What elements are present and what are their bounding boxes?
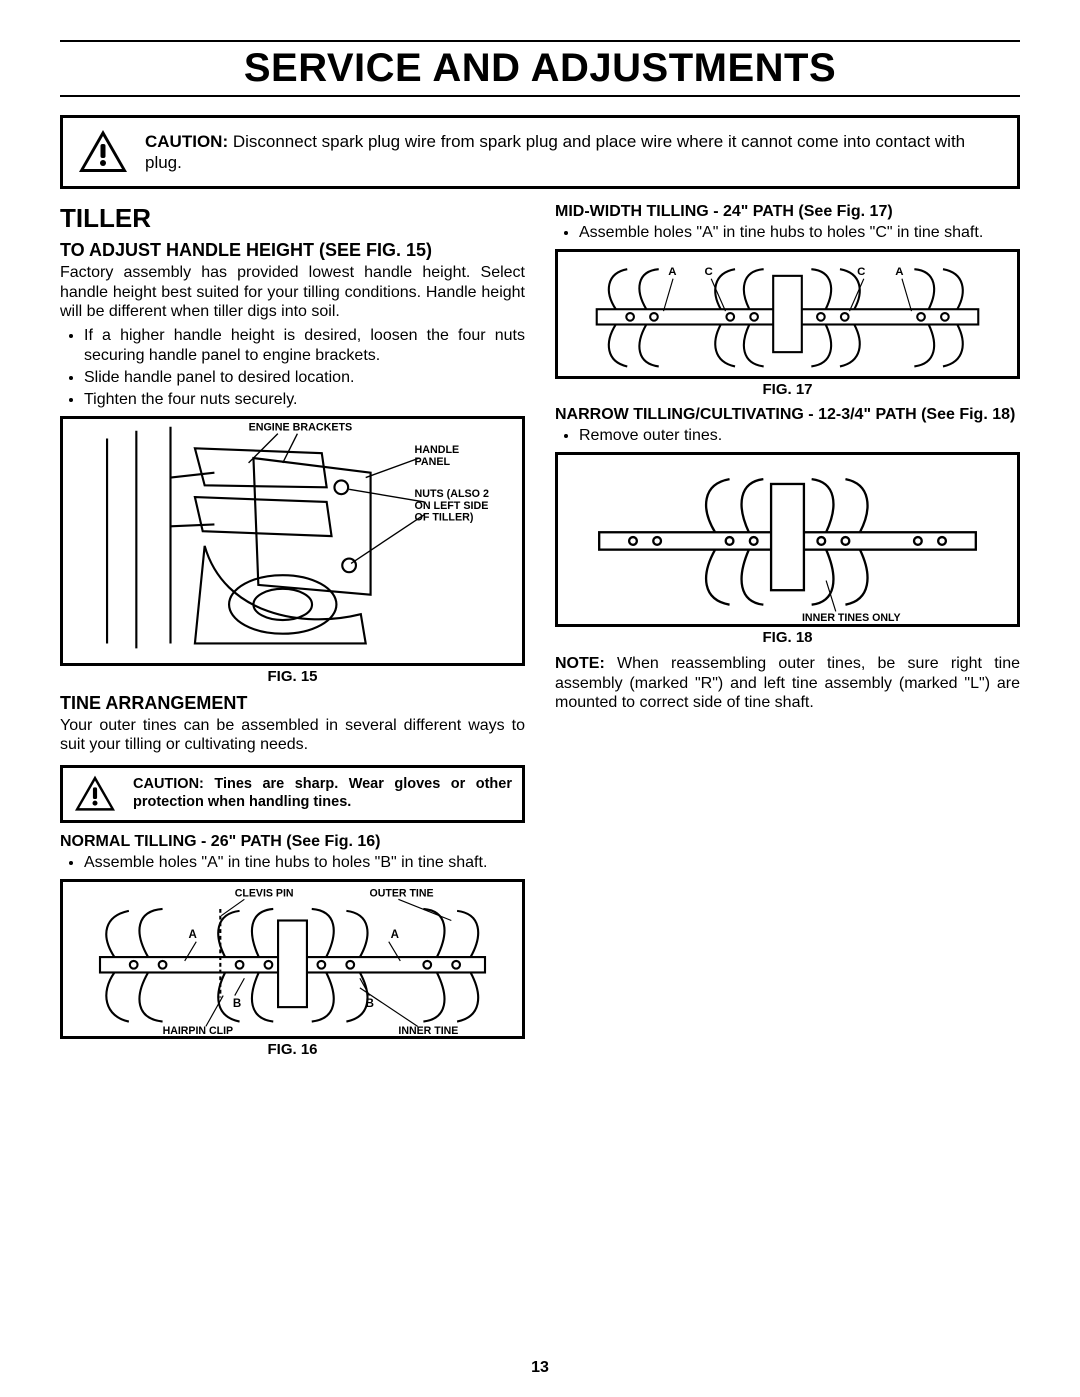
normal-bullets: Assemble holes "A" in tine hubs to holes… xyxy=(60,853,525,873)
fig15-label-engine-brackets: ENGINE BRACKETS xyxy=(249,421,353,433)
figure-17-caption: FIG. 17 xyxy=(555,381,1020,398)
rule-bottom xyxy=(60,95,1020,97)
fig16-label-A2: A xyxy=(391,928,400,940)
figure-15-caption: FIG. 15 xyxy=(60,668,525,685)
fig17-label-A1: A xyxy=(668,266,676,278)
fig16-label-A1: A xyxy=(189,928,198,940)
fig16-label-B2: B xyxy=(366,998,374,1010)
figure-15-diagram: ENGINE BRACKETS HANDLE PANEL NUTS (ALSO … xyxy=(63,419,522,663)
figure-18-box: INNER TINES ONLY xyxy=(555,452,1020,627)
warning-triangle-icon xyxy=(73,774,117,814)
fig16-label-hairpin: HAIRPIN CLIP xyxy=(163,1025,234,1036)
right-column: MID-WIDTH TILLING - 24" PATH (See Fig. 1… xyxy=(555,203,1020,1066)
mid-width-heading: MID-WIDTH TILLING - 24" PATH (See Fig. 1… xyxy=(555,203,1020,221)
fig17-label-C1: C xyxy=(705,266,713,278)
figure-16-caption: FIG. 16 xyxy=(60,1041,525,1058)
fig16-label-outer: OUTER TINE xyxy=(370,887,434,899)
note-label: NOTE: xyxy=(555,655,605,672)
figure-16-box: CLEVIS PIN OUTER TINE HAIRPIN CLIP INNER… xyxy=(60,879,525,1039)
adjust-bullets: If a higher handle height is desired, lo… xyxy=(60,326,525,410)
figure-18-caption: FIG. 18 xyxy=(555,629,1020,646)
caution-tines-label: CAUTION: xyxy=(133,776,204,792)
figure-17-box: A C C A xyxy=(555,249,1020,379)
caution-main-text: CAUTION: Disconnect spark plug wire from… xyxy=(145,131,1003,174)
fig15-label-nuts-3: OF TILLER) xyxy=(415,511,474,523)
figure-16-diagram: CLEVIS PIN OUTER TINE HAIRPIN CLIP INNER… xyxy=(63,882,522,1036)
left-column: TILLER TO ADJUST HANDLE HEIGHT (SEE FIG.… xyxy=(60,203,525,1066)
caution-tines-text: CAUTION: Tines are sharp. Wear gloves or… xyxy=(133,776,512,811)
adjust-intro: Factory assembly has provided lowest han… xyxy=(60,263,525,322)
page-title: SERVICE AND ADJUSTMENTS xyxy=(60,46,1020,91)
two-column-layout: TILLER TO ADJUST HANDLE HEIGHT (SEE FIG.… xyxy=(60,203,1020,1066)
fig16-label-B1: B xyxy=(233,998,241,1010)
fig18-label-inner-only: INNER TINES ONLY xyxy=(802,612,901,624)
caution-tines-box: CAUTION: Tines are sharp. Wear gloves or… xyxy=(60,765,525,823)
normal-bullet-1: Assemble holes "A" in tine hubs to holes… xyxy=(84,853,525,873)
fig15-label-handle-panel-2: PANEL xyxy=(415,455,451,467)
adjust-bullet-3: Tighten the four nuts securely. xyxy=(84,390,525,410)
fig15-label-nuts-2: ON LEFT SIDE xyxy=(415,499,489,511)
fig17-label-C2: C xyxy=(857,266,865,278)
fig16-label-inner: INNER TINE xyxy=(398,1025,458,1036)
narrow-heading: NARROW TILLING/CULTIVATING - 12-3/4" PAT… xyxy=(555,406,1020,424)
caution-main-label: CAUTION: xyxy=(145,132,228,151)
figure-15-box: ENGINE BRACKETS HANDLE PANEL NUTS (ALSO … xyxy=(60,416,525,666)
note-text: When reassembling outer tines, be sure r… xyxy=(555,655,1020,711)
fig15-label-handle-panel-1: HANDLE xyxy=(415,444,460,456)
fig17-label-A2: A xyxy=(895,266,903,278)
page-number: 13 xyxy=(0,1359,1080,1377)
adjust-bullet-1: If a higher handle height is desired, lo… xyxy=(84,326,525,366)
figure-17-diagram: A C C A xyxy=(558,252,1017,376)
tine-intro: Your outer tines can be assembled in sev… xyxy=(60,716,525,755)
tiller-heading: TILLER xyxy=(60,203,525,234)
narrow-bullets: Remove outer tines. xyxy=(555,426,1020,446)
normal-tilling-heading: NORMAL TILLING - 26" PATH (See Fig. 16) xyxy=(60,833,525,851)
caution-main-body: Disconnect spark plug wire from spark pl… xyxy=(145,132,965,172)
figure-18-diagram: INNER TINES ONLY xyxy=(558,455,1017,624)
fig15-label-nuts-1: NUTS (ALSO 2 xyxy=(415,488,489,500)
caution-main-box: CAUTION: Disconnect spark plug wire from… xyxy=(60,115,1020,189)
tine-arrangement-heading: TINE ARRANGEMENT xyxy=(60,693,525,714)
mid-bullets: Assemble holes "A" in tine hubs to holes… xyxy=(555,223,1020,243)
narrow-bullet-1: Remove outer tines. xyxy=(579,426,1020,446)
rule-top xyxy=(60,40,1020,42)
reassembly-note: NOTE: When reassembling outer tines, be … xyxy=(555,654,1020,713)
fig16-label-clevis: CLEVIS PIN xyxy=(235,887,294,899)
adjust-bullet-2: Slide handle panel to desired location. xyxy=(84,368,525,388)
adjust-handle-heading: TO ADJUST HANDLE HEIGHT (SEE FIG. 15) xyxy=(60,240,525,261)
mid-bullet-1: Assemble holes "A" in tine hubs to holes… xyxy=(579,223,1020,243)
warning-triangle-icon xyxy=(77,128,129,176)
